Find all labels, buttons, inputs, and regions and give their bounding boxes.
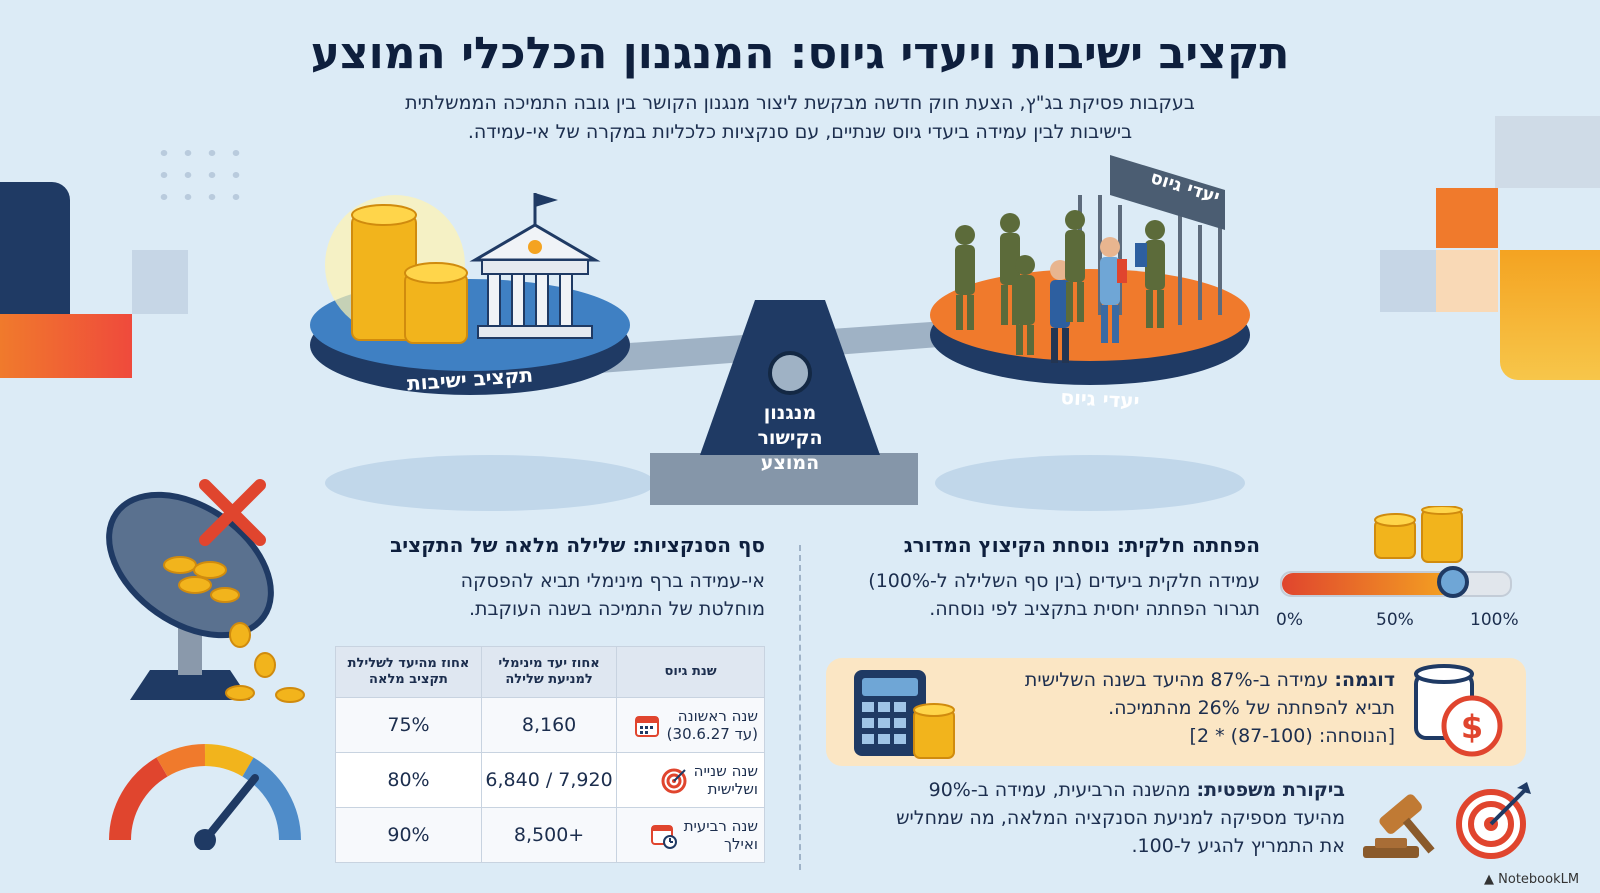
page-title: תקציב ישיבות ויעדי גיוס: המנגנון הכלכלי …	[310, 28, 1290, 79]
balance-scale-illustration	[310, 155, 1250, 511]
reduction-slider-knob	[1437, 566, 1469, 598]
year-line-1: שנה ראשונה	[677, 707, 758, 725]
target-icon	[661, 768, 687, 794]
decor-dots	[152, 142, 242, 212]
gauge-icon	[109, 744, 301, 850]
slider-tick-100: 100%	[1470, 610, 1519, 630]
row-year-cell: שנה רביעית ואילך	[616, 807, 765, 863]
reduction-slider-fill	[1282, 573, 1453, 595]
subtitle-line-1: בעקבות פסיקת בג"ץ, הצעת חוק חדשה מבקשת ל…	[405, 92, 1195, 114]
coin-stacks	[351, 204, 468, 344]
table-header-row: שנת גיוס אחוז יעד מינימלי למניעת שלילה א…	[335, 646, 765, 698]
decor-block-gray	[132, 250, 188, 314]
year-line-1: שנה רביעית	[683, 817, 758, 835]
judicial-text-1: מהשנה הרביעית, עמידה ב-90%	[928, 779, 1197, 801]
threshold-text-line-2: מוחלטת של התמיכה בשנה העוקבת.	[469, 598, 765, 620]
scale-shadow-right	[935, 455, 1245, 511]
decor-block-right-gray	[1495, 116, 1600, 188]
partial-text-line-2: תגרור הפחתה יחסית בתקציב לפי נוסחה.	[929, 598, 1260, 620]
example-line-2: תביא להפחתה של 26% מהתמיכה.	[1108, 697, 1395, 719]
example-line-3: [הנוסחה: (87-100) * 2]	[1189, 725, 1395, 747]
slider-tick-0: 0%	[1276, 610, 1303, 630]
slider-tick-50: 50%	[1376, 610, 1414, 630]
red-x-icon	[199, 479, 266, 546]
row-minimum: 8,500+	[480, 807, 618, 863]
sanctions-table: שנת גיוס אחוז יעד מינימלי למניעת שלילה א…	[335, 646, 765, 863]
threshold-section-title: סף הסנקציות: שלילה מלאה של התקציב	[390, 533, 765, 557]
fulcrum-base	[650, 453, 918, 505]
scale-shadow-left	[325, 455, 655, 511]
decor-block-navy	[0, 182, 70, 314]
judicial-label: ביקורת משפטית:	[1196, 779, 1345, 801]
dish-stand	[130, 670, 250, 700]
row-year-cell: שנה שנייה ושלישית	[616, 752, 765, 808]
bullseye-arrow-icon	[1456, 782, 1531, 859]
calculator-icon	[854, 670, 955, 759]
gate-sign-board	[1110, 155, 1225, 230]
subtitle-line-2: בישיבות לבין עמידה ביעדי גיוס שנתיים, עם…	[467, 121, 1133, 143]
year-line-2: ואילך	[723, 835, 758, 853]
header-percent: אחוז מהיעד לשלילת תקציב מלאה	[335, 646, 482, 698]
partial-text-line-1: עמידה חלקית ביעדים (בין סף השלילה ל-100%…	[868, 570, 1260, 592]
row-percent: 75%	[335, 697, 482, 753]
reduction-slider	[1280, 566, 1512, 598]
coins-dollar-icon: $	[1414, 664, 1503, 757]
example-label: דוגמה:	[1334, 669, 1395, 691]
soldiers-group	[955, 210, 1165, 363]
row-minimum: 8,160	[480, 697, 618, 753]
table-row: שנה ראשונה (עד 30.6.27) 8,160 75%	[335, 697, 765, 753]
bank-building-icon	[469, 193, 601, 339]
year-line-2: ושלישית	[707, 780, 758, 798]
decor-block-right-peach	[1436, 250, 1498, 312]
header-year: שנת גיוס	[616, 646, 765, 698]
year-line-2: (עד 30.6.27)	[666, 725, 758, 743]
judicial-line-3: את התמריץ להגיע ל-100.	[1131, 835, 1346, 857]
row-percent: 90%	[335, 807, 482, 863]
section-divider	[799, 545, 801, 870]
threshold-text-line-1: אי-עמידה ברף מינימלי תביא להפסקה	[460, 570, 765, 592]
year-line-1: שנה שנייה	[693, 762, 758, 780]
table-row: שנה שנייה ושלישית 6,840 / 7,920 80%	[335, 752, 765, 808]
decor-block-orange	[0, 314, 132, 378]
svg-text:$: $	[1461, 708, 1483, 746]
falling-coins	[163, 556, 305, 703]
fulcrum-label-line-3: המוצע	[760, 452, 820, 474]
row-year-cell: שנה ראשונה (עד 30.6.27)	[616, 697, 765, 753]
example-text-1: עמידה ב-87% מהיעד בשנה השלישית	[1024, 669, 1335, 691]
decor-block-right-orange	[1436, 188, 1498, 248]
decor-block-right-gray2	[1380, 250, 1436, 312]
decor-block-right-gold	[1500, 250, 1600, 380]
calendar-clock-icon	[650, 825, 677, 849]
right-pan-top	[930, 269, 1250, 361]
broken-funding-illustration	[106, 479, 305, 703]
judicial-line-1: ביקורת משפטית: מהשנה הרביעית, עמידה ב-90…	[820, 776, 1345, 804]
gavel-icon	[1363, 794, 1435, 858]
brand-text: NotebookLM	[1498, 872, 1580, 887]
notebooklm-brand: ▲ NotebookLM	[1484, 872, 1580, 887]
judicial-line-2: מהיעד מספיקה למניעת הסנקציה המלאה, מה שמ…	[896, 807, 1345, 829]
header-minimum: אחוז יעד מינימלי למניעת שלילה	[480, 646, 618, 698]
table-row: שנה רביעית ואילך 8,500+ 90%	[335, 807, 765, 863]
example-line-1: דוגמה: עמידה ב-87% מהיעד בשנה השלישית	[965, 666, 1395, 694]
partial-section-title: הפחתה חלקית: נוסחת הקיצוץ המדורג	[903, 533, 1260, 557]
fulcrum-label-line-1: מנגנון	[763, 402, 817, 424]
slider-coins-icon	[1374, 506, 1463, 563]
row-percent: 80%	[335, 752, 482, 808]
calendar-icon	[634, 716, 659, 737]
fulcrum-label-line-2: הקישור	[757, 427, 823, 449]
fulcrum-pivot	[768, 351, 812, 395]
row-minimum: 6,840 / 7,920	[480, 752, 618, 808]
